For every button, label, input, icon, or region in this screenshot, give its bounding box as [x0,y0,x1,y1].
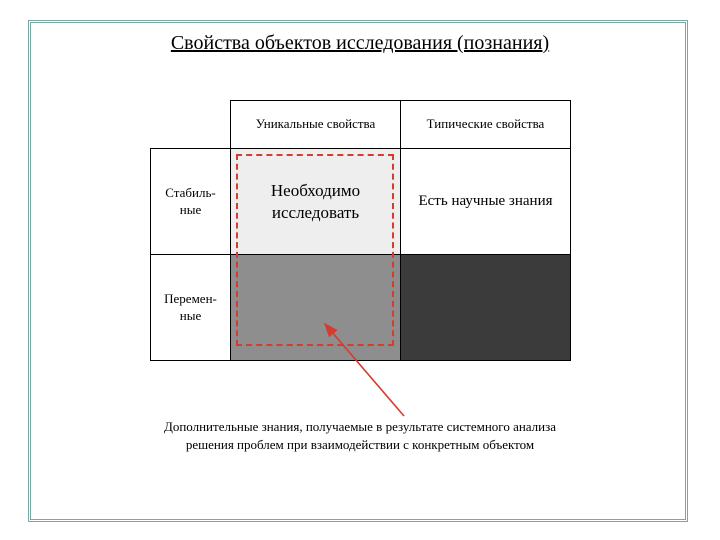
cell-variable-typical [401,255,571,361]
row-header-stable: Стабиль-ные [151,149,231,255]
col-header-typical: Типические свойства [401,101,571,149]
properties-table: Уникальные свойства Типические свойства … [150,100,571,361]
col-header-unique: Уникальные свойства [231,101,401,149]
corner-cell [151,101,231,149]
page-title: Свойства объектов исследования (познания… [0,32,720,55]
cell-stable-typical: Есть научные знания [401,149,571,255]
matrix-table: Уникальные свойства Типические свойства … [150,100,570,360]
cell-stable-unique: Необходимо исследовать [231,149,401,255]
cell-variable-unique [231,255,401,361]
caption-text: Дополнительные знания, получаемые в резу… [150,418,570,453]
row-header-variable: Перемен-ные [151,255,231,361]
